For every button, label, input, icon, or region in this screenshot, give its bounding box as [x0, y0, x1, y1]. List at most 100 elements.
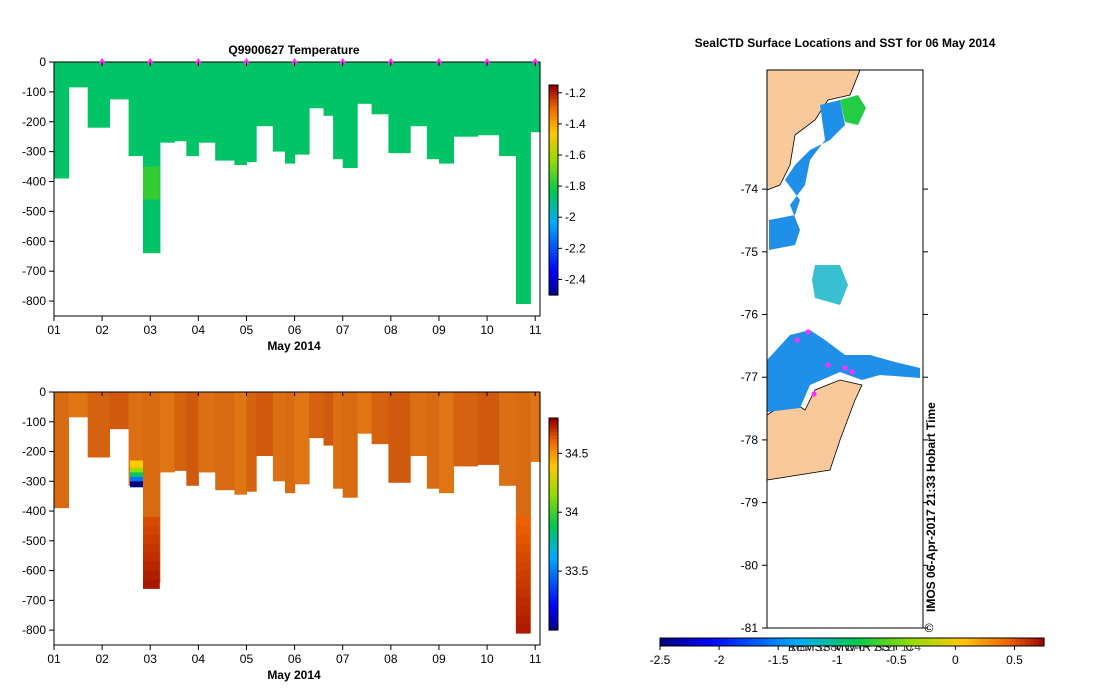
- sst-colorbar-cell: [919, 638, 925, 646]
- sst-colorbar-cell: [832, 638, 839, 646]
- colorbar-cell: [549, 594, 558, 599]
- y-tick-label: -600: [22, 564, 46, 578]
- y-tick-label: -300: [22, 145, 46, 159]
- sst-colorbar-cell: [842, 638, 848, 646]
- x-tick-label: 02: [95, 323, 109, 337]
- seal-location-marker: [811, 391, 817, 397]
- profile-column: [342, 62, 358, 169]
- profile-column: [515, 62, 531, 304]
- colorbar-cell: [549, 474, 558, 479]
- colorbar-cell: [549, 520, 558, 525]
- colorbar-tick-label: -1.4: [565, 117, 586, 131]
- colorbar-tick-label: -1.2: [565, 86, 586, 100]
- colorbar-cell: [549, 204, 558, 209]
- colorbar-cell: [549, 260, 558, 265]
- sst-colorbar-cell: [909, 638, 915, 646]
- colorbar-cell: [549, 509, 558, 514]
- sst-colorbar-cell: [808, 638, 815, 646]
- colorbar-cell: [549, 232, 558, 237]
- colorbar-tick-label: -2: [565, 210, 576, 224]
- sst-colorbar-cell: [799, 638, 805, 646]
- colorbar-cell: [549, 92, 558, 97]
- profile-column: [186, 62, 199, 157]
- colorbar-cell: [549, 106, 558, 111]
- sst-colorbar-cell: [1034, 638, 1040, 646]
- profile-column: [388, 392, 411, 483]
- sst-colorbar-cell: [693, 638, 699, 646]
- colorbar-cell: [549, 239, 558, 244]
- sst-colorbar-cell: [852, 638, 858, 646]
- colorbar-cell: [549, 267, 558, 272]
- y-tick-label: -800: [22, 623, 46, 637]
- sst-colorbar-tick-label: -2.5: [650, 653, 671, 667]
- profile-column: [357, 392, 373, 434]
- colorbar-cell: [549, 162, 558, 167]
- profile-column: [453, 62, 479, 137]
- sst-colorbar-cell: [996, 638, 1002, 646]
- colorbar-cell: [549, 165, 558, 170]
- colorbar-cell: [549, 130, 558, 135]
- sst-colorbar-cell: [876, 638, 882, 646]
- colorbar-tick-label: 34.5: [565, 446, 589, 460]
- y-tick-label: -700: [22, 264, 46, 278]
- profile-column: [128, 62, 144, 157]
- profile-column: [357, 62, 373, 104]
- profile-column: [453, 392, 479, 467]
- profile-column: [246, 62, 257, 163]
- colorbar-cell: [549, 141, 558, 146]
- profile-column: [371, 392, 389, 445]
- x-tick-label: 10: [480, 323, 494, 337]
- colorbar-cell: [549, 446, 558, 451]
- lat-tick-label: -78: [741, 433, 759, 447]
- temperature-title: Q9900627 Temperature: [228, 43, 360, 57]
- colorbar-cell: [549, 492, 558, 497]
- seal-location-marker: [849, 369, 855, 375]
- colorbar-cell: [549, 622, 558, 627]
- profile-column: [256, 392, 274, 456]
- salinity-y-axis: 0 -100 -200 -300 -400 -500 -600 -700 -800: [22, 385, 54, 637]
- y-tick-label: -800: [22, 294, 46, 308]
- colorbar-cell: [549, 197, 558, 202]
- profile-column: [215, 392, 235, 491]
- y-tick-label: -200: [22, 445, 46, 459]
- lat-tick-label: -79: [741, 496, 759, 510]
- sst-cells-offshore: [812, 265, 848, 305]
- sst-colorbar-cell: [1015, 638, 1021, 646]
- copyright-symbol: ©: [925, 621, 934, 635]
- y-tick-label: -500: [22, 204, 46, 218]
- x-tick-label: 09: [432, 652, 446, 666]
- profile-column: [234, 392, 247, 495]
- deep-cell: [143, 525, 160, 536]
- colorbar-cell: [549, 569, 558, 574]
- sst-colorbar-cell: [804, 638, 810, 646]
- profile-column: [410, 392, 428, 456]
- colorbar-cell: [549, 123, 558, 128]
- colorbar-cell: [549, 608, 558, 613]
- colorbar-cell: [549, 601, 558, 606]
- colorbar-cell: [549, 485, 558, 490]
- y-tick-label: 0: [39, 55, 46, 69]
- colorbar-cell: [549, 591, 558, 596]
- colorbar-frame: [548, 84, 559, 296]
- colorbar-cell: [549, 284, 558, 289]
- colorbar-cell: [549, 453, 558, 458]
- colorbar-cell: [549, 228, 558, 233]
- colorbar-tick-label: -2.2: [565, 241, 586, 255]
- x-tick-label: 11: [529, 652, 542, 666]
- colorbar-cell: [549, 190, 558, 195]
- sst-colorbar-cell: [746, 638, 752, 646]
- sst-colorbar-cell: [823, 638, 829, 646]
- colorbar-cell: [549, 183, 558, 188]
- sst-colorbar-cell: [871, 638, 877, 646]
- colorbar-cell: [549, 580, 558, 585]
- sst-colorbar-cell: [1024, 638, 1031, 646]
- colorbar-cell: [549, 155, 558, 160]
- x-tick-label: 05: [240, 323, 254, 337]
- colorbar-cell: [549, 573, 558, 578]
- deep-cell: [515, 624, 531, 634]
- profile-column: [294, 62, 310, 155]
- colorbar-tick-label: -1.6: [565, 148, 586, 162]
- colorbar-cell: [549, 524, 558, 529]
- colorbar-cell: [549, 137, 558, 142]
- x-tick-label: 11: [529, 323, 542, 337]
